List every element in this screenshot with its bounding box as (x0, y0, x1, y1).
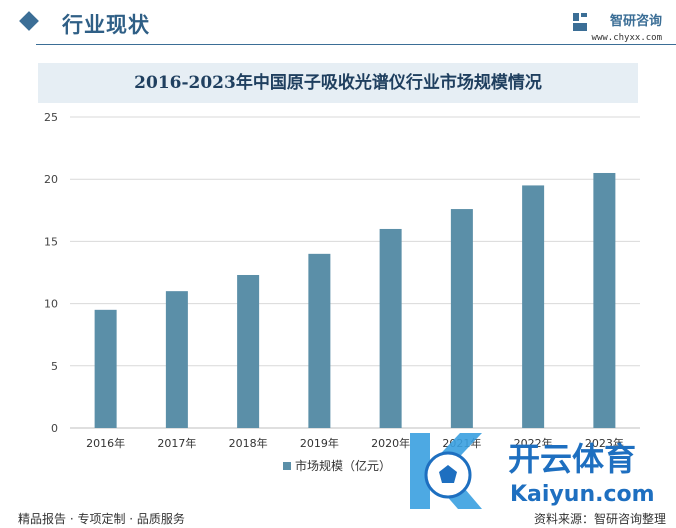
bar (308, 253, 331, 428)
bar (593, 172, 616, 428)
x-tick-label: 2018年 (229, 436, 268, 450)
brand-logo-icon (573, 13, 587, 31)
y-tick-label: 5 (51, 360, 58, 373)
chart-title: 2016-2023年中国原子吸收光谱仪行业市场规模情况 (134, 73, 542, 93)
legend-swatch (283, 462, 291, 470)
page-header: 行业现状 智研咨询 www.chyxx.com (0, 0, 676, 46)
brand-url: www.chyxx.com (591, 33, 662, 43)
bar (522, 185, 545, 428)
x-tick-label: 2023年 (585, 436, 624, 450)
section-title: 行业现状 (62, 13, 150, 37)
watermark-url-text: Kaiyun.com (510, 482, 655, 507)
y-tick-label: 10 (44, 298, 58, 311)
soccer-ball-patch (439, 465, 457, 483)
y-tick-label: 0 (51, 422, 58, 435)
bar (237, 274, 260, 428)
brand-name: 智研咨询 (609, 14, 662, 29)
footer-tagline: 精品报告 · 专项定制 · 品质服务 (18, 512, 185, 526)
chart-title-bar: 2016-2023年中国原子吸收光谱仪行业市场规模情况 (38, 63, 638, 103)
y-tick-label: 15 (44, 235, 58, 248)
watermark-brand-text: 开云体育 (508, 440, 636, 478)
x-tick-label: 2017年 (157, 436, 196, 450)
header-divider (36, 44, 676, 45)
footer-source: 资料来源：智研咨询整理 (533, 512, 666, 526)
x-tick-label: 2020年 (371, 436, 410, 450)
legend-label: 市场规模（亿元） (295, 458, 391, 473)
y-tick-label: 20 (44, 173, 58, 186)
bar (94, 309, 117, 428)
x-tick-label: 2016年 (86, 436, 125, 450)
x-tick-label: 2022年 (514, 436, 553, 450)
y-tick-label: 25 (44, 111, 58, 124)
x-tick-label: 2019年 (300, 436, 339, 450)
brand-block: 智研咨询 www.chyxx.com (572, 10, 662, 43)
bar (379, 228, 402, 428)
bar (165, 291, 188, 428)
bar (450, 209, 473, 428)
page-footer: 精品报告 · 专项定制 · 品质服务 资料来源：智研咨询整理 (0, 506, 676, 528)
watermark-logo: 开云体育 Kaiyun.com (410, 433, 655, 509)
diamond-icon (19, 11, 39, 31)
bar-chart: 05101520252016年2017年2018年2019年2020年2021年… (44, 111, 640, 473)
